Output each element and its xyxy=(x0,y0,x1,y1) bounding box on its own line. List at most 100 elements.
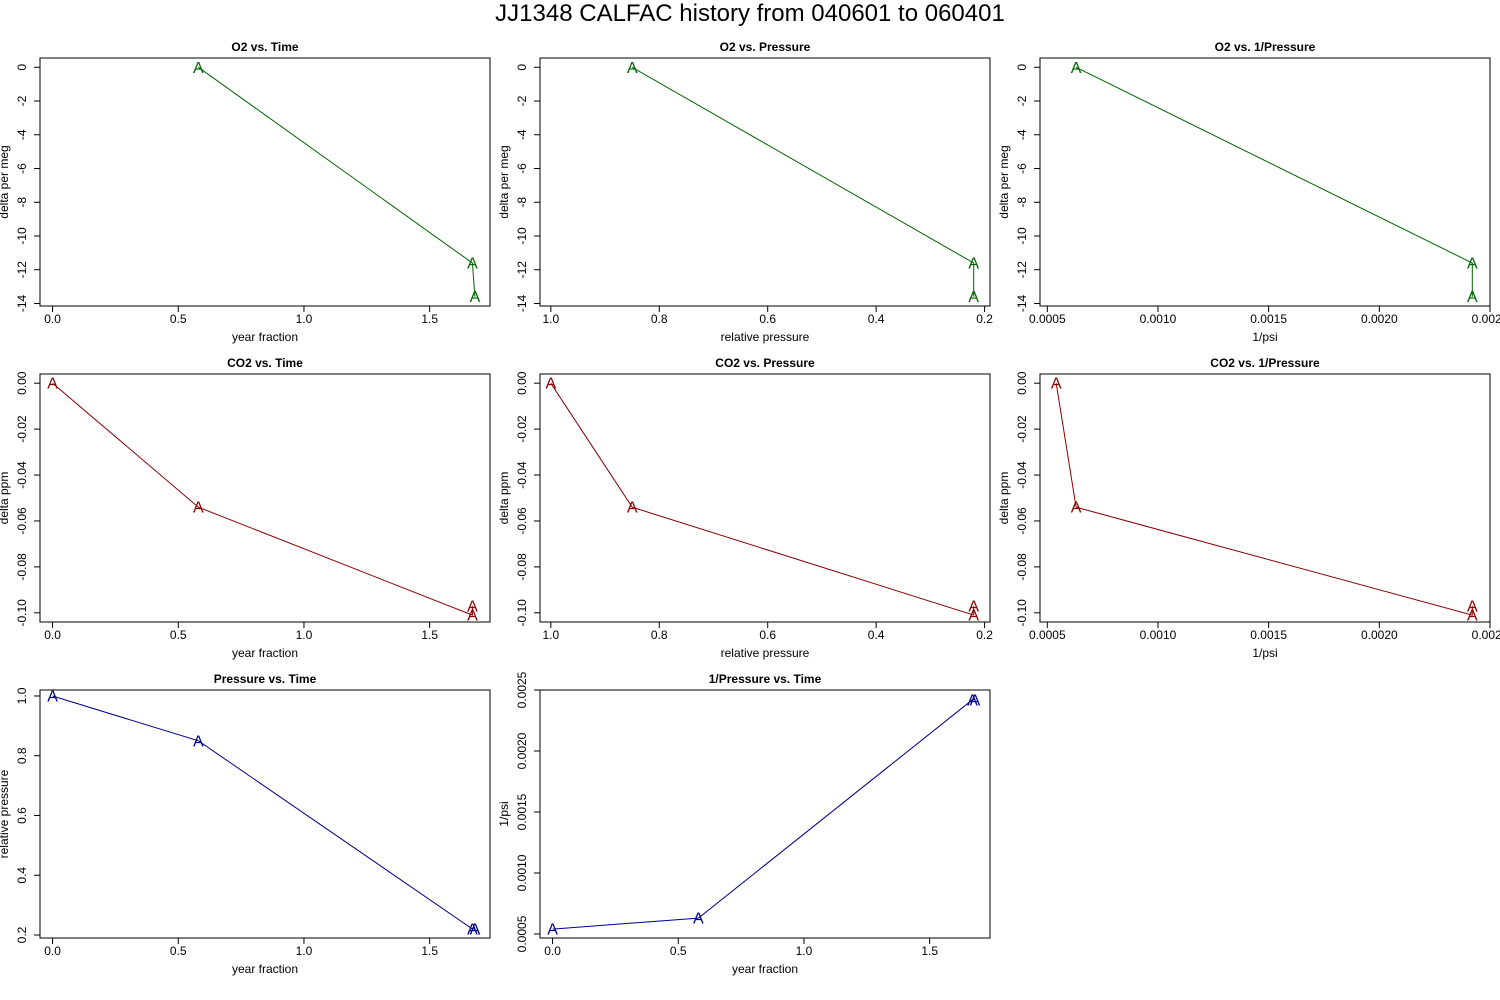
data-point: A xyxy=(546,376,557,393)
x-tick-label: 1.0 xyxy=(542,628,559,642)
x-tick-label: 0.0015 xyxy=(1250,628,1287,642)
y-tick-label: -8 xyxy=(15,197,29,208)
panel-title: CO2 vs. Time xyxy=(227,356,303,370)
y-tick-label: -4 xyxy=(515,129,529,140)
y-tick-label: -0.08 xyxy=(515,553,529,581)
data-point: A xyxy=(467,922,478,939)
y-tick-label: -0.08 xyxy=(15,553,29,581)
x-axis-label: 1/psi xyxy=(1252,330,1277,344)
data-point: A xyxy=(193,733,204,750)
series-line xyxy=(550,382,975,616)
x-axis-label: relative pressure xyxy=(721,330,810,344)
y-tick-label: 1.0 xyxy=(15,687,29,704)
x-tick-label: 1.5 xyxy=(421,944,438,958)
y-tick-label: 0.0015 xyxy=(515,793,529,830)
plot-frame xyxy=(39,689,491,939)
x-tick-label: 0.0010 xyxy=(1140,312,1177,326)
x-tick-label: 0.0025 xyxy=(1472,628,1500,642)
y-axis-label: delta per meg xyxy=(0,145,11,218)
data-point: A xyxy=(970,692,981,709)
x-tick-label: 0.0015 xyxy=(1250,312,1287,326)
y-tick-label: -8 xyxy=(515,197,529,208)
figure-title: JJ1348 CALFAC history from 040601 to 060… xyxy=(495,0,1005,27)
x-tick-label: 0.0025 xyxy=(1472,312,1500,326)
y-tick-label: 0.00 xyxy=(1015,371,1029,395)
y-tick-label: -12 xyxy=(515,261,529,279)
y-tick-label: 0 xyxy=(515,64,529,71)
y-axis-label: 1/psi xyxy=(497,801,511,826)
series-line xyxy=(198,66,476,297)
x-axis-label: year fraction xyxy=(232,330,298,344)
y-tick-label: -2 xyxy=(15,95,29,106)
panel-title: O2 vs. Pressure xyxy=(720,40,811,54)
data-point: A xyxy=(627,60,638,77)
x-tick-label: 0.0 xyxy=(44,628,61,642)
panel-title: CO2 vs. Pressure xyxy=(715,356,815,370)
data-point: A xyxy=(968,255,979,272)
panel-title: O2 vs. Time xyxy=(231,40,298,54)
y-tick-label: -14 xyxy=(1015,294,1029,312)
data-point: A xyxy=(1071,500,1082,517)
panel-3: O2 vs. 1/Pressure 0.0005 0.0010 0.0015 0.002… xyxy=(997,40,1500,344)
panel-7: Pressure vs. Time 0.0 0.5 1.0 1.5 year fracti… xyxy=(0,672,491,976)
y-axis-label: delta ppm xyxy=(0,472,11,525)
x-tick-label: 1.5 xyxy=(921,944,938,958)
series-line xyxy=(52,695,475,930)
y-tick-label: 0.0010 xyxy=(515,854,529,891)
data-point: A xyxy=(1467,608,1478,625)
series-line xyxy=(552,699,975,930)
y-tick-label: 0.00 xyxy=(515,371,529,395)
y-axis-label: delta per meg xyxy=(997,145,1011,218)
y-tick-label: -0.04 xyxy=(15,461,29,489)
y-tick-label: -2 xyxy=(515,95,529,106)
x-axis-label: year fraction xyxy=(732,962,798,976)
x-tick-label: 0.0 xyxy=(44,312,61,326)
y-axis-label: relative pressure xyxy=(0,769,11,858)
y-tick-label: 0.2 xyxy=(15,926,29,943)
y-tick-label: -0.06 xyxy=(15,507,29,535)
data-point: A xyxy=(1467,289,1478,306)
x-tick-label: 0.0 xyxy=(544,944,561,958)
x-tick-label: 0.5 xyxy=(170,944,187,958)
panel-title: 1/Pressure vs. Time xyxy=(709,672,822,686)
series-line xyxy=(52,382,473,616)
data-point: A xyxy=(193,60,204,77)
x-tick-label: 1.0 xyxy=(296,312,313,326)
x-axis-label: relative pressure xyxy=(721,646,810,660)
series-line xyxy=(631,66,975,297)
x-tick-label: 1.0 xyxy=(542,312,559,326)
y-tick-label: -0.02 xyxy=(15,415,29,443)
y-tick-label: 0.4 xyxy=(15,867,29,884)
y-tick-label: -0.04 xyxy=(1015,461,1029,489)
data-point: A xyxy=(967,692,978,709)
x-tick-label: 0.0005 xyxy=(1029,312,1066,326)
x-tick-label: 0.6 xyxy=(759,312,776,326)
x-tick-label: 1.0 xyxy=(796,944,813,958)
data-point: A xyxy=(1071,60,1082,77)
x-tick-label: 0.5 xyxy=(170,628,187,642)
x-tick-label: 1.0 xyxy=(296,944,313,958)
data-point: A xyxy=(968,598,979,615)
data-point: A xyxy=(193,500,204,517)
y-tick-label: -0.10 xyxy=(1015,599,1029,627)
y-tick-label: -2 xyxy=(1015,95,1029,106)
x-tick-label: 1.5 xyxy=(421,628,438,642)
x-tick-label: 0.6 xyxy=(759,628,776,642)
y-tick-label: 0.0025 xyxy=(515,671,529,708)
data-point: A xyxy=(968,608,979,625)
y-tick-label: 0.00 xyxy=(15,371,29,395)
y-tick-label: -10 xyxy=(15,227,29,245)
y-tick-label: -6 xyxy=(15,163,29,174)
y-tick-label: -0.10 xyxy=(15,599,29,627)
data-point: A xyxy=(968,289,979,306)
y-tick-label: 0.0005 xyxy=(515,915,529,952)
x-tick-label: 0.4 xyxy=(868,628,885,642)
plot-frame xyxy=(39,373,491,623)
plot-frame xyxy=(1039,373,1491,623)
data-point: A xyxy=(470,289,481,306)
y-axis-label: delta per meg xyxy=(497,145,511,218)
plot-frame xyxy=(39,57,491,307)
data-point: A xyxy=(47,376,58,393)
y-axis-label: delta ppm xyxy=(497,472,511,525)
x-tick-label: 0.5 xyxy=(670,944,687,958)
